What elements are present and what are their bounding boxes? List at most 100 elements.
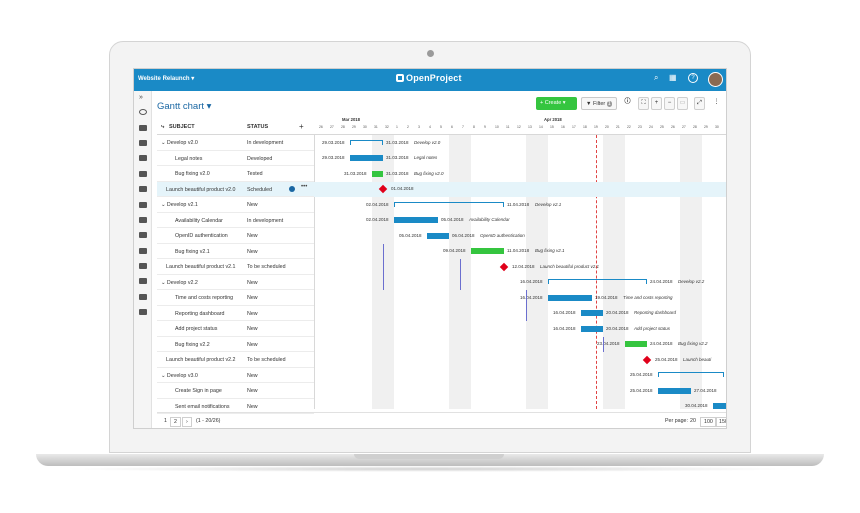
table-row[interactable]: OpenID authentication New: [157, 228, 314, 244]
table-row[interactable]: Launch beautiful product v2.0 Scheduled ••…: [157, 181, 314, 197]
tag-icon[interactable]: [139, 125, 147, 131]
table-row[interactable]: Reporting dashboard New: [157, 306, 314, 321]
table-row[interactable]: ⌄ Develop v2.0 In development: [157, 135, 314, 151]
row-status[interactable]: In development: [247, 140, 284, 146]
row-status[interactable]: New: [247, 341, 258, 348]
search-icon[interactable]: ⌕: [654, 73, 659, 82]
col-status[interactable]: STATUS: [247, 124, 269, 130]
fullscreen-icon[interactable]: ⛶: [638, 97, 649, 110]
gantt-bar[interactable]: [471, 248, 504, 255]
rocket-icon[interactable]: [139, 171, 147, 177]
row-subject[interactable]: Bug fixing v2.1: [175, 248, 210, 255]
megaphone-icon[interactable]: [139, 202, 147, 208]
gantt-bar[interactable]: [658, 372, 724, 378]
row-status[interactable]: New: [247, 202, 258, 208]
page-title[interactable]: Gantt chart ▾: [157, 101, 212, 112]
gantt-bar[interactable]: [427, 232, 449, 239]
row-subject[interactable]: Availability Calendar: [175, 217, 223, 224]
budget-icon[interactable]: [139, 294, 147, 300]
gantt-bar[interactable]: [713, 403, 726, 410]
gantt-icon[interactable]: [139, 155, 147, 161]
row-subject[interactable]: Create Sign in page: [175, 388, 222, 394]
row-status[interactable]: New: [247, 388, 258, 394]
gantt-bar[interactable]: [350, 155, 383, 162]
per-page-150[interactable]: 150: [715, 417, 726, 427]
row-subject[interactable]: Time and costs reporting: [175, 295, 234, 301]
row-subject[interactable]: Bug fixing v2.2: [175, 341, 210, 348]
row-status[interactable]: New: [247, 310, 258, 317]
table-row[interactable]: Add project status New: [157, 321, 314, 337]
forum-icon[interactable]: [139, 278, 147, 284]
gantt-bar[interactable]: [350, 139, 383, 145]
add-column-button[interactable]: +: [299, 122, 304, 131]
row-subject[interactable]: Bug fixing v2.0: [175, 171, 210, 177]
row-status[interactable]: New: [247, 372, 258, 379]
row-subject[interactable]: ⌄ Develop v2.0: [161, 140, 198, 146]
row-status[interactable]: New: [247, 279, 258, 286]
project-selector[interactable]: Website Relaunch ▾: [138, 76, 195, 82]
help-icon[interactable]: ?: [688, 73, 698, 83]
gantt-bar[interactable]: [372, 170, 383, 177]
row-status[interactable]: New: [247, 326, 258, 332]
hierarchy-icon[interactable]: ⤷: [161, 124, 165, 130]
more-menu-icon[interactable]: ⋮: [713, 99, 720, 105]
row-subject[interactable]: Launch beautiful product v2.1: [166, 264, 236, 270]
page-1[interactable]: 1: [164, 418, 167, 424]
per-page-20[interactable]: 20: [690, 418, 696, 424]
table-row[interactable]: ⌄ Develop v3.0 New: [157, 368, 314, 383]
gantt-bar[interactable]: [548, 294, 592, 301]
next-page-icon[interactable]: ›: [182, 417, 192, 427]
zoom-auto-icon[interactable]: ▭: [677, 97, 688, 110]
table-row[interactable]: Launch beautiful product v2.1 To be sched…: [157, 259, 314, 275]
more-icon[interactable]: •••: [301, 183, 308, 190]
gantt-bar[interactable]: [625, 341, 647, 348]
table-row[interactable]: Create Sign in page New: [157, 383, 314, 399]
info-icon[interactable]: [289, 185, 295, 192]
row-subject[interactable]: Launch beautiful product v2.0: [166, 186, 236, 193]
page-2[interactable]: 2: [170, 417, 181, 427]
members-icon[interactable]: [139, 248, 147, 254]
grid-icon[interactable]: ▦: [669, 73, 677, 82]
calendar-icon[interactable]: [139, 186, 147, 192]
info-button[interactable]: ⓘ: [624, 99, 631, 105]
row-status[interactable]: Tested: [247, 171, 263, 177]
row-subject[interactable]: ⌄ Develop v2.1: [161, 202, 198, 208]
row-subject[interactable]: Launch beautiful product v2.2: [166, 357, 236, 363]
per-page-100[interactable]: 100: [700, 417, 717, 427]
row-status[interactable]: New: [247, 403, 258, 410]
create-button[interactable]: + Create ▾: [536, 97, 577, 110]
collapse-icon[interactable]: »: [139, 94, 143, 101]
row-status[interactable]: New: [247, 248, 258, 255]
board-icon[interactable]: [139, 217, 147, 223]
gantt-bar[interactable]: [581, 325, 603, 332]
row-status[interactable]: In development: [247, 217, 284, 224]
row-subject[interactable]: OpenID authentication: [175, 233, 228, 239]
table-row[interactable]: Time and costs reporting New: [157, 290, 314, 306]
openproject-logo[interactable]: OpenProject: [396, 73, 462, 83]
row-status[interactable]: To be scheduled: [247, 264, 286, 270]
row-subject[interactable]: Reporting dashboard: [175, 310, 225, 317]
gantt-bar[interactable]: [548, 279, 647, 285]
table-row[interactable]: Launch beautiful product v2.2 To be sched…: [157, 352, 314, 368]
zoom-in-icon[interactable]: +: [651, 97, 662, 110]
col-subject[interactable]: SUBJECT: [169, 124, 195, 130]
row-status[interactable]: To be scheduled: [247, 357, 286, 363]
table-row[interactable]: Bug fixing v2.1 New: [157, 244, 314, 259]
row-subject[interactable]: Sent email notifications: [175, 403, 230, 410]
filter-button[interactable]: ▼ Filter 1: [581, 97, 617, 110]
table-row[interactable]: Availability Calendar In development: [157, 213, 314, 228]
milestone-diamond[interactable]: [499, 262, 509, 271]
row-status[interactable]: Scheduled: [247, 186, 273, 193]
table-row[interactable]: Sent email notifications New: [157, 399, 314, 414]
row-subject[interactable]: ⌄ Develop v3.0: [161, 372, 198, 379]
image-icon[interactable]: [139, 232, 147, 238]
gantt-bar[interactable]: [581, 310, 603, 317]
row-subject[interactable]: Add project status: [175, 326, 218, 332]
gantt-bar[interactable]: [394, 201, 504, 207]
row-subject[interactable]: ⌄ Develop v2.2: [161, 279, 198, 286]
milestone-diamond[interactable]: [642, 355, 652, 364]
row-status[interactable]: Developed: [247, 155, 273, 162]
table-row[interactable]: Bug fixing v2.2 New: [157, 337, 314, 352]
workpackages-icon[interactable]: [139, 140, 147, 146]
row-status[interactable]: New: [247, 233, 258, 239]
